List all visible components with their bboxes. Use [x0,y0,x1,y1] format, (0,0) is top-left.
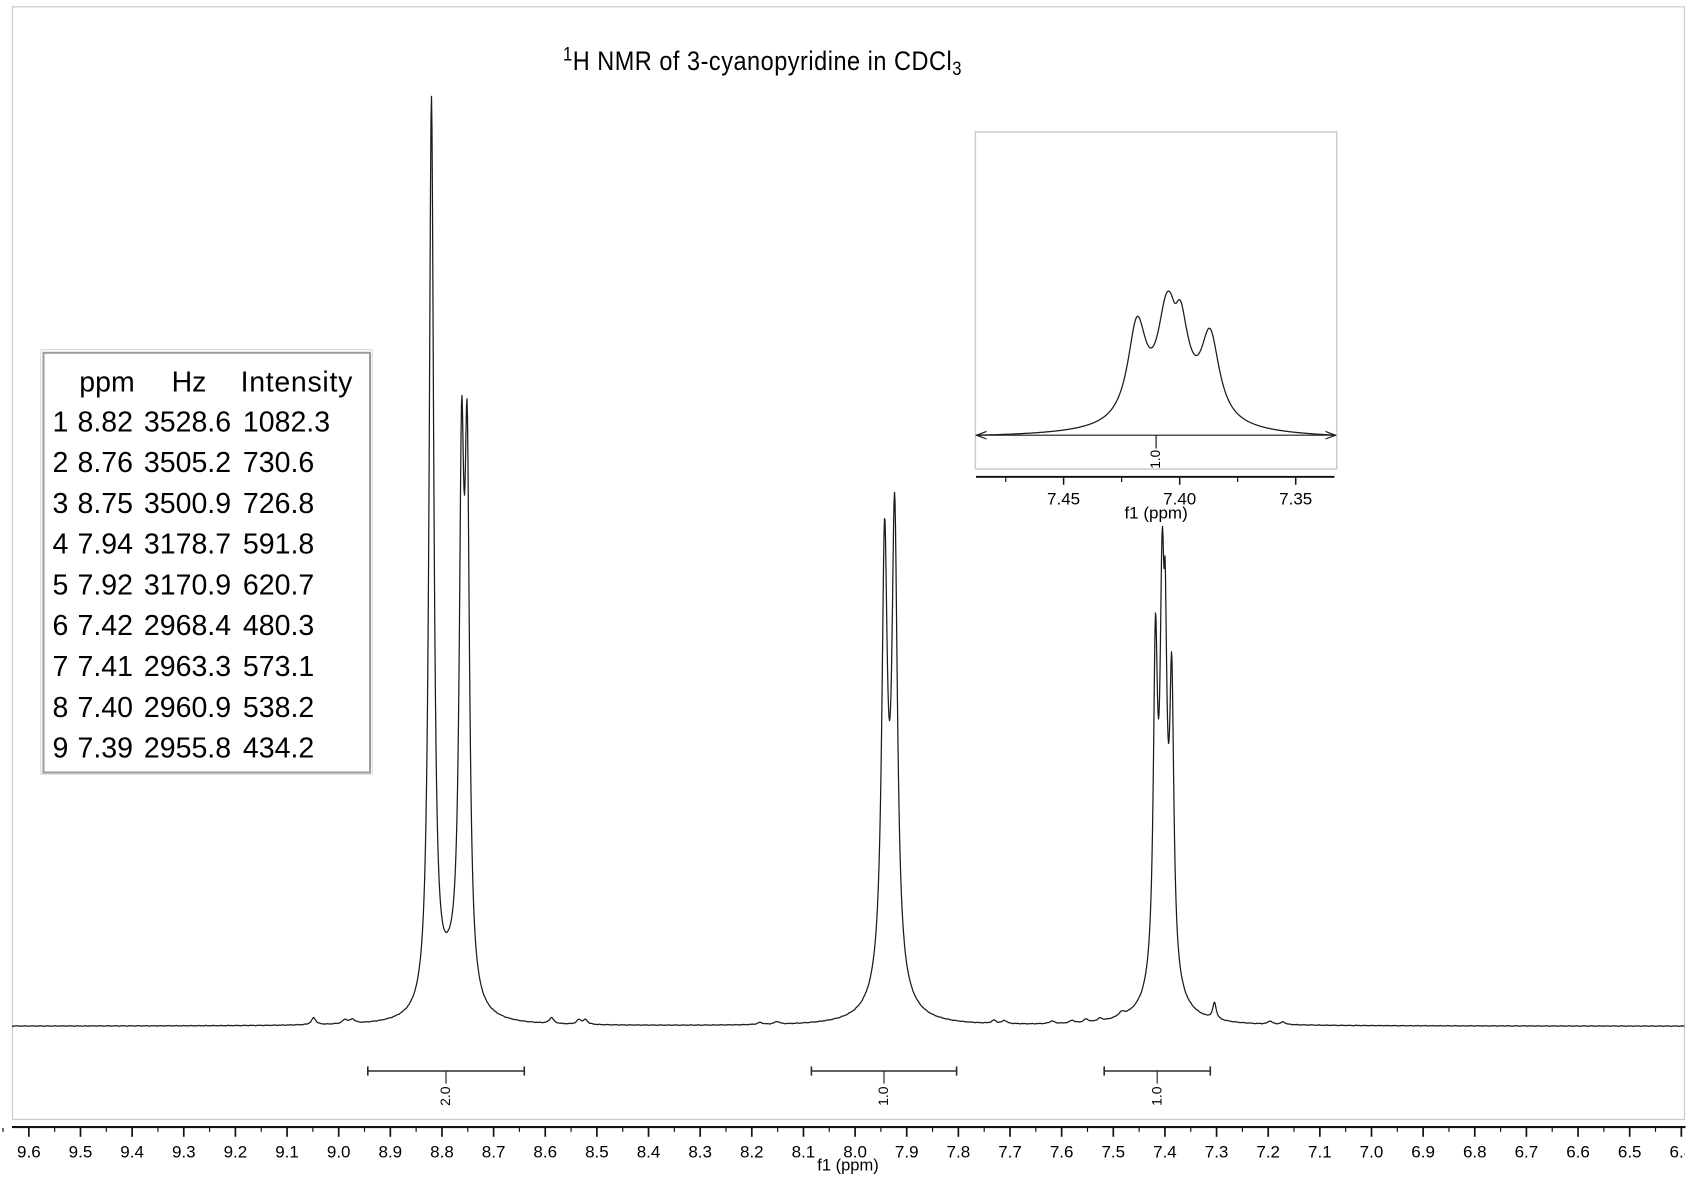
svg-text:8.0: 8.0 [843,1143,867,1162]
svg-text:8.5: 8.5 [585,1143,609,1162]
svg-text:8.2: 8.2 [740,1143,764,1162]
svg-text:Intensity: Intensity [241,366,353,398]
svg-text:7.0: 7.0 [1360,1143,1384,1162]
svg-text:8.1: 8.1 [792,1143,816,1162]
svg-text:6.7: 6.7 [1515,1143,1539,1162]
svg-text:1.0: 1.0 [875,1086,891,1106]
svg-text:9.1: 9.1 [275,1143,299,1162]
svg-text:f1 (ppm): f1 (ppm) [817,1157,878,1175]
svg-text:7.3: 7.3 [1205,1143,1229,1162]
svg-text:1.0: 1.0 [1148,450,1163,469]
svg-text:8.3: 8.3 [688,1143,712,1162]
svg-text:7.2: 7.2 [1256,1143,1280,1162]
svg-text:6.6: 6.6 [1566,1143,1590,1162]
svg-text:7.45: 7.45 [1047,490,1080,509]
svg-text:9.4: 9.4 [120,1143,144,1162]
svg-text:8.6: 8.6 [533,1143,557,1162]
svg-text:6.9: 6.9 [1411,1143,1435,1162]
svg-text:8.4: 8.4 [637,1143,661,1162]
svg-text:7.1: 7.1 [1308,1143,1332,1162]
svg-text:7.6: 7.6 [1050,1143,1074,1162]
svg-text:7.40: 7.40 [1163,490,1196,509]
svg-text:9.6: 9.6 [17,1143,41,1162]
svg-text:9.3: 9.3 [172,1143,196,1162]
svg-text:f1 (ppm): f1 (ppm) [1124,504,1187,523]
svg-text:8.8: 8.8 [430,1143,454,1162]
svg-text:7.8: 7.8 [947,1143,971,1162]
svg-text:7.7: 7.7 [998,1143,1022,1162]
svg-text:9.0: 9.0 [327,1143,351,1162]
svg-text:7.5: 7.5 [1101,1143,1125,1162]
svg-text:9.2: 9.2 [224,1143,248,1162]
svg-text:6.5: 6.5 [1618,1143,1642,1162]
svg-text:1.0: 1.0 [1148,1086,1164,1106]
svg-text:6.8: 6.8 [1463,1143,1487,1162]
svg-text:8.9: 8.9 [379,1143,403,1162]
svg-text:7.9: 7.9 [895,1143,919,1162]
svg-text:1H NMR of 3-cyanopyridine in C: 1H NMR of 3-cyanopyridine in CDCl3 [563,43,962,79]
svg-text:8.7: 8.7 [482,1143,506,1162]
svg-text:ppm: ppm [79,366,134,398]
svg-text:7.35: 7.35 [1279,490,1312,509]
svg-text:2.0: 2.0 [437,1086,453,1106]
svg-text:9.5: 9.5 [69,1143,93,1162]
svg-text:6.4: 6.4 [1670,1143,1694,1162]
svg-text:Hz: Hz [172,366,207,398]
svg-text:7.4: 7.4 [1153,1143,1177,1162]
